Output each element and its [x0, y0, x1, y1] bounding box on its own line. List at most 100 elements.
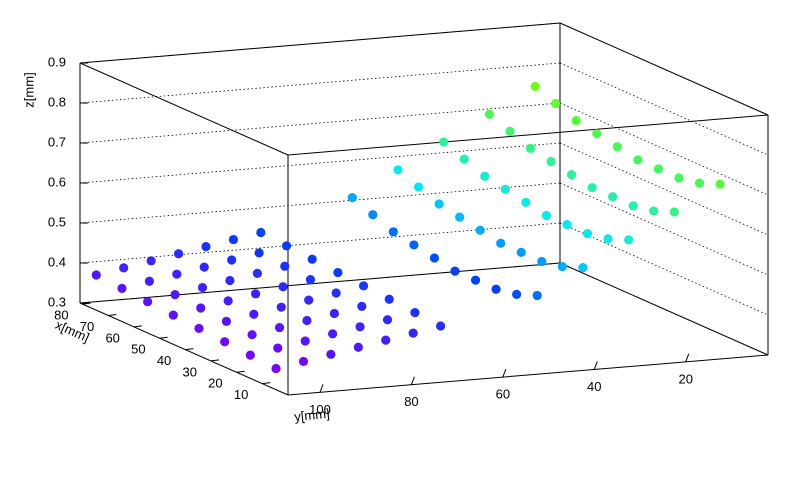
x-tick [185, 348, 194, 351]
point [409, 240, 419, 250]
grid-line [79, 62, 561, 104]
point [328, 329, 338, 339]
point [254, 248, 264, 258]
y-tick-label: 80 [404, 394, 418, 409]
point [587, 183, 597, 193]
point [256, 227, 266, 238]
x-tick [108, 313, 117, 316]
y-tick-label: 100 [309, 402, 331, 417]
point [393, 165, 403, 175]
x-tick [262, 382, 271, 385]
box-edge [559, 262, 769, 356]
grid-line [79, 102, 561, 144]
point [117, 283, 127, 293]
point [355, 322, 365, 332]
point [333, 267, 343, 278]
point [199, 262, 209, 272]
point [557, 261, 567, 272]
grid-line [559, 102, 769, 196]
y-tick [410, 376, 415, 385]
x-tick [82, 302, 91, 305]
box-edge [79, 62, 289, 156]
point [475, 225, 485, 235]
point [512, 289, 522, 299]
point [227, 255, 237, 265]
point [381, 335, 391, 345]
point [459, 154, 469, 164]
box-edge [79, 22, 561, 64]
x-tick-label: 50 [131, 342, 145, 357]
z-tick-label: 0.6 [48, 174, 66, 189]
x-tick-label: 60 [105, 330, 119, 345]
point [276, 302, 286, 312]
point [653, 164, 663, 174]
point [382, 315, 393, 325]
z-tick-label: 0.3 [48, 294, 66, 309]
point [674, 173, 684, 183]
point [326, 349, 336, 359]
point [612, 142, 622, 152]
grid-line [559, 182, 769, 276]
point [410, 308, 420, 318]
point [500, 184, 510, 194]
point [197, 282, 208, 293]
y-tick [685, 353, 690, 363]
point [347, 193, 357, 203]
point [91, 270, 101, 280]
point [194, 323, 204, 334]
point [532, 290, 542, 301]
point [302, 315, 312, 326]
point [225, 275, 235, 286]
y-tick [319, 384, 324, 393]
point [496, 238, 506, 248]
y-tick-label: 20 [678, 371, 692, 386]
point [353, 342, 363, 352]
x-tick-label: 40 [157, 353, 171, 368]
point [329, 308, 339, 319]
y-tick-label: 60 [496, 387, 510, 402]
point [143, 297, 153, 307]
point [247, 330, 257, 340]
x-tick-label: 20 [208, 376, 222, 391]
point [541, 210, 552, 221]
point [649, 206, 659, 216]
z-tick-label: 0.4 [48, 254, 66, 269]
point [249, 309, 259, 319]
x-tick-label: 70 [80, 319, 94, 334]
point [170, 290, 180, 300]
point [201, 242, 211, 252]
x-tick-label: 80 [54, 308, 68, 323]
point [196, 303, 206, 313]
box-edge [79, 302, 289, 396]
x-tick [133, 325, 142, 328]
grid-line [559, 62, 769, 156]
grid-line [79, 142, 561, 184]
point [546, 156, 556, 167]
z-tick-label: 0.9 [48, 54, 66, 69]
point [623, 235, 634, 245]
point [505, 126, 515, 136]
x-tick [159, 336, 168, 339]
point [562, 219, 572, 230]
point [633, 155, 643, 165]
point [273, 343, 283, 353]
point [358, 281, 369, 291]
point [357, 301, 367, 311]
point [429, 253, 440, 263]
point [331, 288, 341, 298]
point [304, 295, 314, 305]
box-edge [559, 22, 769, 116]
point [480, 171, 490, 181]
point [551, 98, 561, 109]
point [168, 310, 178, 320]
point [172, 269, 182, 279]
point [119, 263, 129, 273]
point [274, 323, 285, 333]
point [525, 143, 536, 154]
point [571, 115, 581, 126]
z-tick-label: 0.5 [48, 214, 66, 229]
point [470, 275, 481, 285]
grid-line [559, 222, 769, 316]
y-axis-label: y[mm] [294, 406, 331, 425]
point [280, 261, 290, 271]
